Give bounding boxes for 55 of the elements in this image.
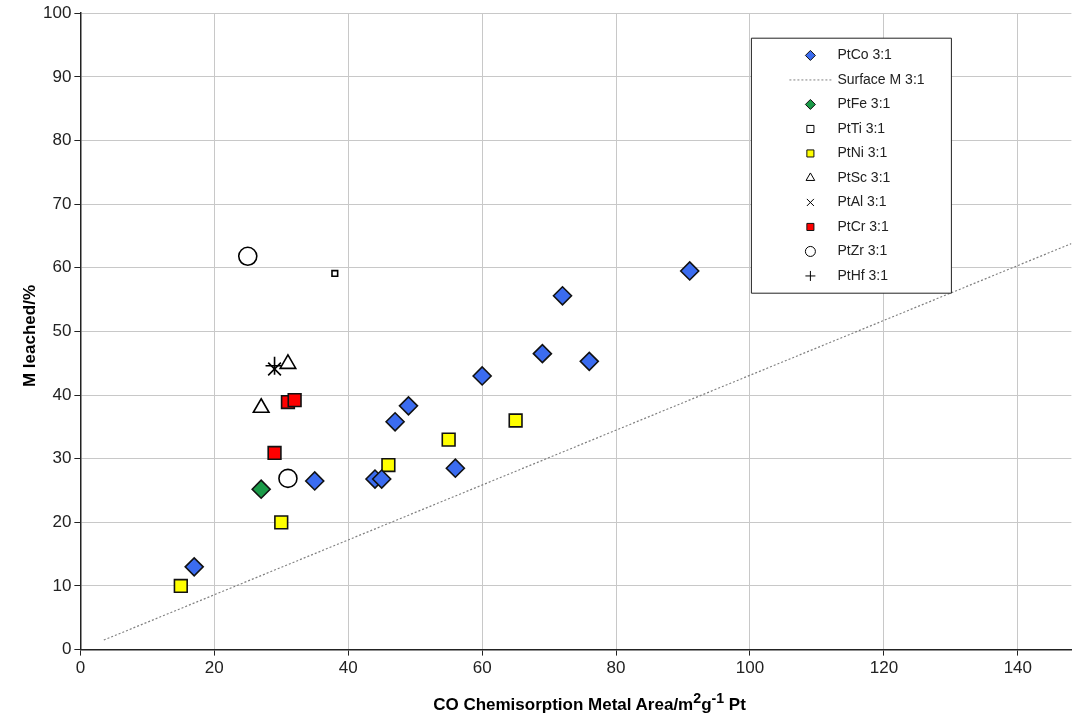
y-axis-title: M leached/% (20, 284, 40, 388)
point (274, 515, 289, 530)
x-tick-label: 120 (869, 658, 899, 678)
x-tick-label: 40 (338, 658, 358, 678)
x-tick-label: 100 (735, 658, 765, 678)
point (552, 285, 573, 306)
point (472, 366, 492, 386)
point (267, 361, 282, 377)
point (532, 343, 553, 364)
x-tick-label: 0 (75, 658, 86, 678)
y-tick-label: 20 (52, 512, 72, 532)
x-tick-label: 20 (204, 658, 224, 678)
point (278, 468, 298, 489)
y-tick-label: 30 (52, 448, 72, 468)
point (579, 351, 600, 372)
point (267, 445, 282, 461)
y-tick-label: 80 (52, 130, 72, 150)
point (508, 413, 523, 428)
point (304, 471, 325, 491)
point (331, 269, 339, 278)
point (173, 578, 188, 594)
point (385, 411, 405, 432)
x-tick-label: 60 (472, 658, 492, 678)
y-tick-label: 70 (52, 193, 72, 213)
x-tick-label: 140 (1003, 658, 1033, 678)
legend-label: PtNi 3:1 (837, 144, 888, 161)
point (251, 479, 271, 500)
point (441, 432, 456, 447)
point (279, 354, 297, 370)
y-tick-label: 10 (52, 575, 72, 595)
point (371, 469, 392, 489)
y-tick-label: 0 (61, 639, 72, 659)
y-tick-label: 50 (52, 321, 72, 341)
point (237, 246, 258, 267)
legend-label: PtAl 3:1 (837, 193, 887, 210)
x-axis-title: CO Chemisorption Metal Area/m$^{2}$g$^{-1}$ Pt (432, 690, 747, 715)
y-tick-label: 100 (42, 2, 72, 22)
point (398, 396, 419, 416)
legend-label: PtSc 3:1 (837, 168, 891, 185)
y-tick-label: 60 (52, 257, 72, 277)
y-tick-label: 40 (52, 384, 72, 404)
point (184, 557, 204, 577)
legend-label: PtTi 3:1 (837, 119, 886, 136)
legend-label: PtFe 3:1 (837, 95, 891, 112)
point (287, 392, 302, 408)
point (679, 261, 700, 281)
legend-label: PtCr 3:1 (837, 217, 889, 234)
x-tick-label: 80 (606, 658, 626, 678)
legend-label: PtCo 3:1 (837, 46, 893, 63)
legend-label: Surface M 3:1 (837, 70, 925, 87)
point (381, 457, 396, 473)
point (445, 458, 466, 479)
legend-label: PtHf 3:1 (837, 266, 889, 283)
y-tick-label: 90 (52, 66, 72, 86)
legend-label: PtZr 3:1 (837, 242, 888, 259)
